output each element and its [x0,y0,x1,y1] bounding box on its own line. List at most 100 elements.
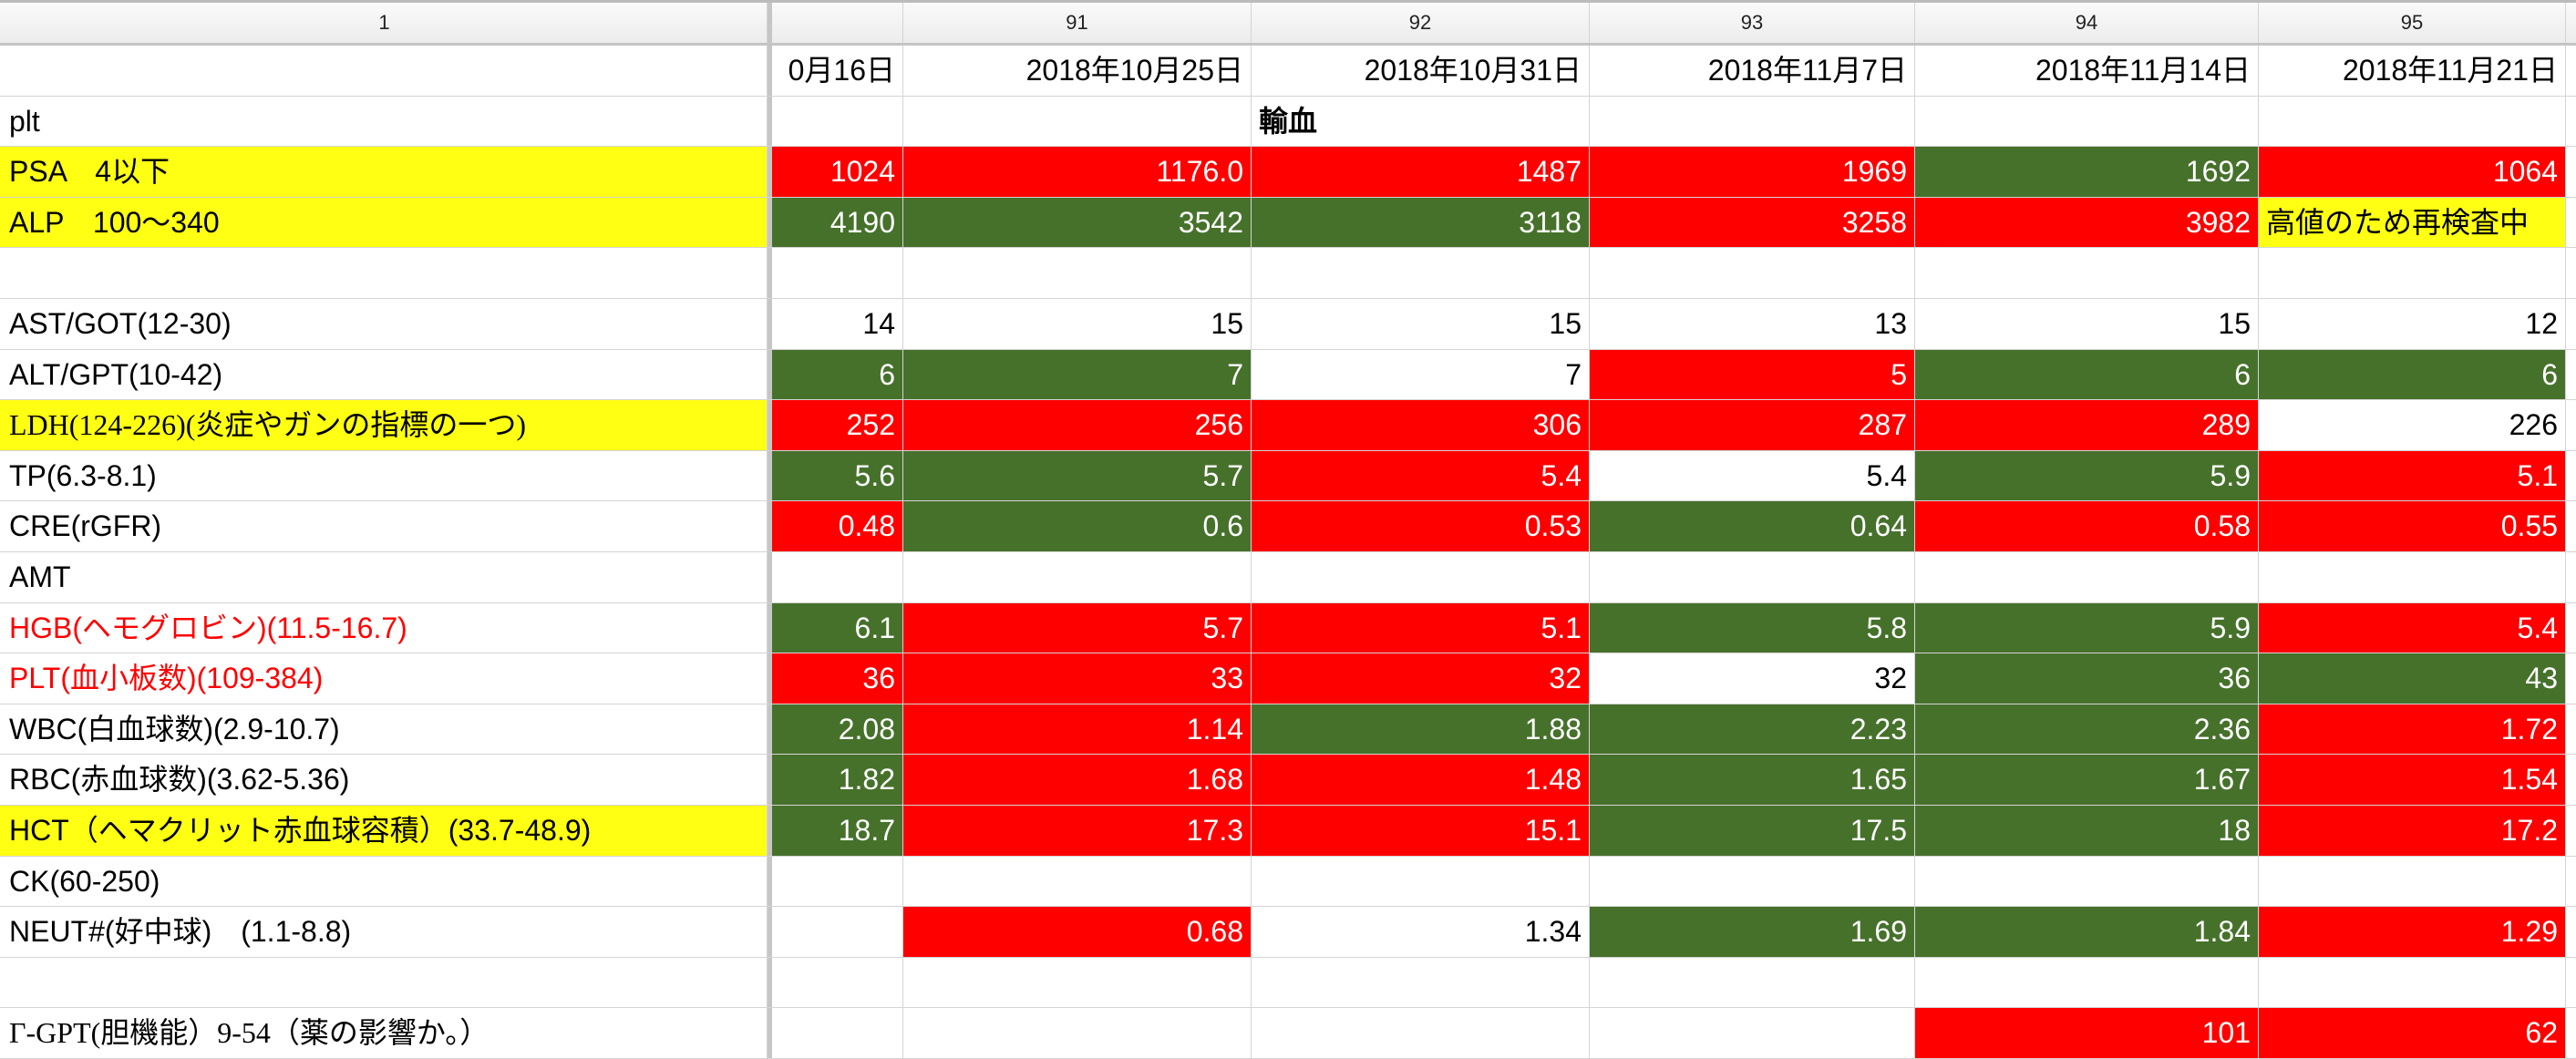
data-cell-92[interactable]: 1487 [1252,147,1590,197]
data-cell-95[interactable]: 1.29 [2259,907,2566,957]
data-cell-90[interactable] [772,96,903,147]
data-cell-92[interactable]: 1.48 [1252,755,1590,805]
data-cell-93[interactable]: 17.5 [1590,805,1915,856]
data-cell-94[interactable]: 18 [1915,805,2259,856]
data-cell-95[interactable] [2259,248,2566,298]
data-cell-95[interactable]: 2018年11月21日 [2259,46,2566,96]
data-cell-96[interactable] [2566,603,2576,653]
row-label-cell[interactable]: Γ-GPT(胆機能）9-54（薬の影響か。） [0,1008,768,1058]
row-label-cell[interactable] [0,46,768,96]
data-cell-91[interactable]: 1.14 [903,704,1252,755]
data-cell-90[interactable]: 1024 [772,147,903,197]
data-cell-94[interactable]: 6 [1915,349,2259,400]
data-cell-91[interactable]: 256 [903,400,1252,450]
data-cell-94[interactable]: 1.67 [1915,755,2259,805]
data-cell-91[interactable] [903,856,1252,907]
data-cell-91[interactable]: 17.3 [903,805,1252,856]
data-cell-93[interactable] [1590,96,1915,147]
data-cell-93[interactable]: 0.64 [1590,501,1915,551]
data-cell-93[interactable]: 5.4 [1590,450,1915,501]
data-cell-91[interactable]: 5.7 [903,602,1252,653]
data-cell-93[interactable]: 2.23 [1590,704,1915,755]
row-label-cell[interactable]: ALP 100〜340 [0,197,768,248]
data-cell-96[interactable] [2566,806,2576,856]
data-cell-95[interactable]: 0.55 [2259,501,2566,551]
row-label-cell[interactable]: WBC(白血球数)(2.9-10.7) [0,704,768,755]
row-label-cell[interactable]: ALT/GPT(10-42) [0,349,768,400]
data-cell-93[interactable] [1590,957,1915,1008]
row-label-cell[interactable]: HCT（ヘマクリット赤血球容積）(33.7-48.9) [0,805,768,856]
data-cell-96[interactable] [2566,704,2576,755]
data-cell-96[interactable] [2566,451,2576,501]
data-cell-93[interactable]: 1.65 [1590,755,1915,805]
data-cell-90[interactable]: 1.82 [772,755,903,805]
column-header-95[interactable]: 95 [2259,3,2566,43]
data-cell-91[interactable]: 0.68 [903,907,1252,957]
data-cell-90[interactable]: 252 [772,400,903,450]
data-cell-94[interactable] [1915,96,2259,147]
data-cell-94[interactable]: 2.36 [1915,704,2259,755]
data-cell-91[interactable]: 15 [903,298,1252,349]
data-cell-91[interactable]: 7 [903,349,1252,400]
column-header-94[interactable]: 94 [1915,3,2259,43]
data-cell-92[interactable]: 1.88 [1252,704,1590,755]
data-cell-91[interactable] [903,957,1252,1008]
data-cell-93[interactable]: 3258 [1590,197,1915,248]
row-label-cell[interactable] [0,957,768,1008]
data-cell-96[interactable] [2566,501,2576,551]
row-label-cell[interactable]: plt [0,96,768,147]
row-label-cell[interactable]: RBC(赤血球数)(3.62-5.36) [0,755,768,805]
frozen-pane-divider[interactable] [768,3,772,43]
data-cell-92[interactable]: 32 [1252,653,1590,704]
data-cell-95[interactable]: 43 [2259,653,2566,704]
data-cell-95[interactable]: 12 [2259,298,2566,349]
row-label-cell[interactable]: PSA 4以下 [0,147,768,197]
data-cell-91[interactable] [903,248,1252,298]
row-label-cell[interactable]: LDH(124-226)(炎症やガンの指標の一つ) [0,400,768,450]
data-cell-96[interactable] [2566,97,2576,147]
data-cell-93[interactable]: 13 [1590,298,1915,349]
column-header-91[interactable]: 91 [903,3,1252,43]
data-cell-94[interactable]: 1692 [1915,147,2259,197]
data-cell-94[interactable] [1915,957,2259,1008]
data-cell-90[interactable]: 14 [772,298,903,349]
data-cell-95[interactable]: 5.1 [2259,450,2566,501]
data-cell-92[interactable]: 0.53 [1252,501,1590,551]
data-cell-91[interactable] [903,551,1252,602]
data-cell-94[interactable]: 36 [1915,653,2259,704]
data-cell-93[interactable]: 287 [1590,400,1915,450]
data-cell-90[interactable]: 6.1 [772,602,903,653]
row-label-cell[interactable] [0,248,768,298]
data-cell-93[interactable]: 5.8 [1590,602,1915,653]
column-header-1[interactable]: 1 [0,3,768,43]
data-cell-92[interactable]: 15 [1252,298,1590,349]
data-cell-93[interactable] [1590,551,1915,602]
data-cell-91[interactable]: 2018年10月25日 [903,46,1252,96]
row-label-cell[interactable]: CK(60-250) [0,856,768,907]
data-cell-95[interactable]: 62 [2259,1008,2566,1058]
data-cell-92[interactable]: 15.1 [1252,805,1590,856]
row-label-cell[interactable]: CRE(rGFR) [0,501,768,551]
data-cell-94[interactable]: 2018年11月14日 [1915,46,2259,96]
data-cell-95[interactable]: 226 [2259,400,2566,450]
data-cell-93[interactable] [1590,1008,1915,1058]
data-cell-96[interactable] [2566,1008,2576,1058]
data-cell-91[interactable] [903,96,1252,147]
data-cell-96[interactable] [2566,350,2576,400]
column-header-90[interactable] [772,3,903,43]
data-cell-96[interactable] [2566,552,2576,602]
data-cell-91[interactable] [903,1008,1252,1058]
data-cell-94[interactable]: 3982 [1915,197,2259,248]
data-cell-94[interactable] [1915,551,2259,602]
data-cell-93[interactable]: 2018年11月7日 [1590,46,1915,96]
data-cell-91[interactable]: 33 [903,653,1252,704]
data-cell-96[interactable] [2566,46,2576,96]
data-cell-93[interactable] [1590,248,1915,298]
data-cell-92[interactable] [1252,551,1590,602]
data-cell-96[interactable] [2566,653,2576,704]
data-cell-90[interactable]: 4190 [772,197,903,248]
data-cell-95[interactable]: 高値のため再検査中 [2259,197,2566,248]
data-cell-92[interactable] [1252,248,1590,298]
data-cell-91[interactable]: 1176.0 [903,147,1252,197]
data-cell-96[interactable] [2566,857,2576,907]
